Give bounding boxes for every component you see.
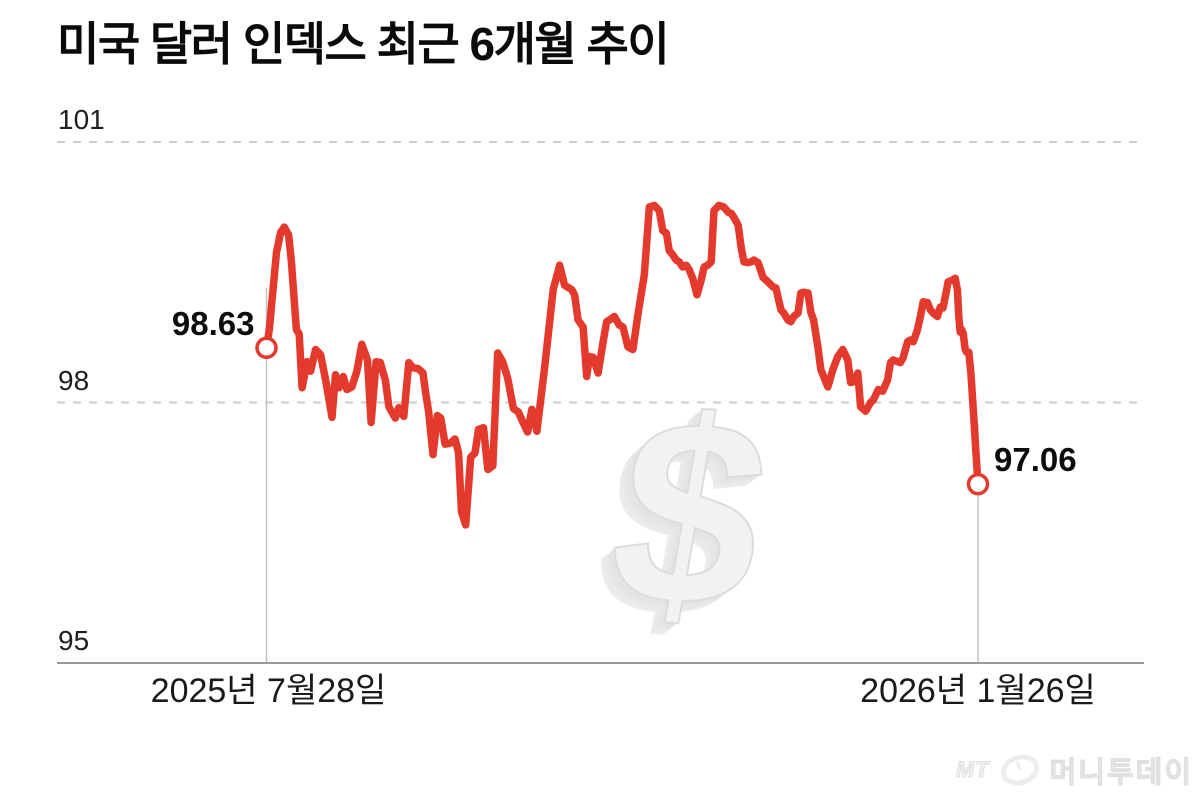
start-date-label: 2025년 7월28일 <box>150 672 387 710</box>
logo-name-text: 머니투데이 <box>1049 757 1193 790</box>
y-axis-tick-label: 98 <box>58 364 90 396</box>
logo-circle-icon <box>1000 754 1039 786</box>
y-axis-tick-label: 95 <box>58 625 90 656</box>
publisher-logo: MT 머니투데이 <box>955 749 1193 791</box>
start-value-label: 98.63 <box>171 304 255 342</box>
end-date-label: 2026년 1월26일 <box>860 672 1096 710</box>
y-axis-tick-label: 101 <box>58 104 105 135</box>
logo-mt-text: MT <box>955 757 990 783</box>
end-value-label: 97.06 <box>994 441 1077 479</box>
page-title: 미국 달러 인덱스 최근 6개월 추이 <box>57 18 670 70</box>
